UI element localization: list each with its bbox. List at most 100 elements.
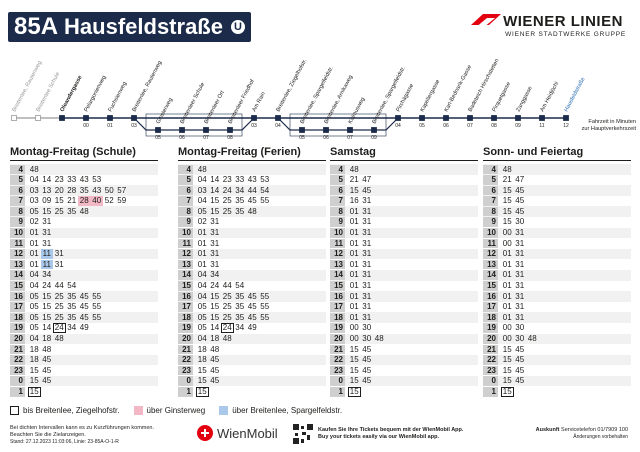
minute: 01 [349,228,359,238]
minute: 01 [502,249,512,259]
hour-row: 10 01 31 [178,227,326,239]
stop-time: 05 [299,135,305,140]
u-icon: U [230,20,245,34]
minute: 01 [349,281,359,291]
hour: 4 [10,164,25,175]
minute: 15 [42,291,52,301]
minute: 04 [197,334,207,343]
minute: 15 [502,365,512,375]
hour-row: 5 04 14 23 33 43 53 [10,175,158,186]
hour-row: 22 18 45 [178,354,326,366]
branch-line [277,117,399,131]
stop [371,127,377,133]
minute: 31 [210,217,220,227]
minute: 00 [502,334,512,343]
stop [227,127,233,133]
hour-row: 19 00 30 [330,323,478,334]
hour-row: 16 05 15 25 35 45 55 [10,291,158,302]
hour-row: 12 01 31 [330,248,478,260]
minute: 48 [29,164,39,174]
hour-row: 14 04 34 [178,269,326,281]
minute: 01 [349,270,359,280]
hour: 9 [10,217,25,228]
minute: 31 [362,249,372,259]
hour: 19 [330,323,345,333]
hour-row: 13 01 31 [483,259,631,270]
hour: 19 [483,323,498,333]
minute: 31 [54,259,64,269]
minute: 45 [42,365,52,375]
rows: 4 48 5 21 47 6 15 45 7 16 31 8 01 31 9 01 31 10 01 31 11 01 31… [330,164,478,397]
timetable-column: Sonn- und Feiertag 4 48 5 21 47 6 15 45 7 15 45 8 15 4… [483,146,631,397]
minute: 30 [362,334,372,343]
minute: 30 [362,323,372,333]
stop-time: 12 [563,123,569,129]
minute: 24 [221,323,234,333]
hour: 5 [483,175,498,185]
stop-label: Karl-Bednarik-Gasse [443,64,473,113]
stop [395,115,401,121]
hour: 6 [10,185,25,196]
minute: 05 [197,206,207,216]
minute: 05 [197,302,207,312]
stop-label: Am Heidjöchl [539,81,560,113]
minute: 31 [42,228,52,238]
hour-row: 22 15 45 [483,354,631,366]
minute: 05 [197,312,207,322]
hour-row: 10 00 31 [483,227,631,239]
minute: 50 [104,185,114,195]
hour: 8 [330,206,345,217]
minute: 31 [362,217,372,227]
stop-label: Pirquetgasse [491,81,512,113]
minute: 43 [79,175,89,185]
minute: 45 [515,185,525,195]
hour-row: 9 01 31 [330,217,478,228]
line-number: 85A [14,13,59,40]
stop-time: 07 [203,135,209,140]
hour: 21 [483,344,498,355]
minute: 59 [117,196,127,206]
minute: 04 [29,175,39,185]
hour: 11 [178,238,193,249]
minute: 45 [210,355,220,365]
minute: 49 [79,323,89,333]
minute: 30 [515,323,525,333]
minute: 31 [362,281,372,291]
minute: 49 [247,323,257,333]
stop [515,115,521,121]
minute: 35 [235,312,245,322]
hour: 12 [330,249,345,259]
minute: 35 [235,206,245,216]
minute: 45 [247,302,257,312]
stop-label: Pelargonienweg [83,75,107,113]
stop-label: Am Rain [251,91,266,113]
minute: 11 [40,259,53,270]
minute: 31 [210,228,220,238]
hour: 0 [483,376,498,386]
hour: 21 [178,344,193,355]
stop [107,115,113,121]
minute: 11 [40,249,53,259]
hour: 16 [10,291,25,302]
minute: 01 [29,249,39,259]
minute: 04 [29,281,39,291]
column-title: Montag-Freitag (Ferien) [178,146,326,161]
minute: 21 [502,175,512,185]
stop-time: 07 [347,135,353,140]
minute: 31 [515,302,525,312]
hour-row: 18 05 15 25 35 45 55 [10,312,158,323]
minute: 01 [349,291,359,301]
hour: 14 [330,270,345,281]
buy-en: Buy your tickets easily via our WienMobi… [318,434,439,440]
hour: 16 [178,291,193,302]
minute: 48 [374,334,384,343]
hour: 17 [330,302,345,312]
hour: 16 [330,291,345,302]
hour-row: 17 01 31 [330,302,478,313]
info-label: Auskunft [535,427,560,433]
minute: 44 [222,281,232,291]
hour: 5 [178,175,193,185]
hour: 22 [178,355,193,365]
hour: 7 [483,196,498,206]
line-badge: 85A Hausfeldstraße U [8,12,251,42]
